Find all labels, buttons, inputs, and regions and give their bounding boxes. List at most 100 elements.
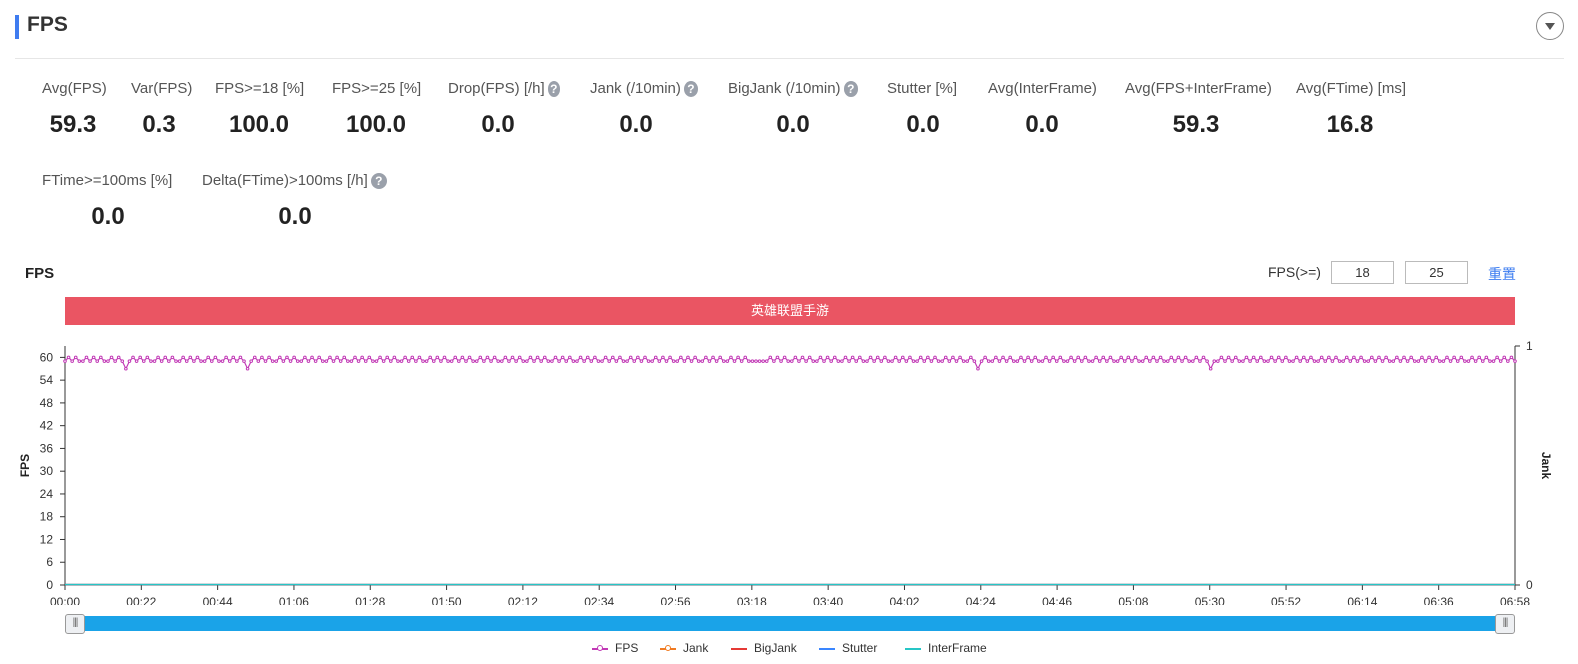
fps-data-point: [668, 355, 672, 360]
fps-data-point: [360, 355, 364, 360]
fps-data-point: [260, 355, 264, 360]
fps-data-point: [159, 359, 164, 363]
fps-data-point: [1319, 355, 1324, 360]
fps-threshold-2-input[interactable]: [1405, 261, 1468, 284]
fps-legend-icon: [592, 642, 608, 654]
fps-data-point: [1011, 359, 1016, 363]
fps-data-point: [825, 355, 830, 360]
collapse-toggle-icon[interactable]: [1536, 12, 1564, 40]
fps-data-point: [972, 359, 977, 363]
fps-data-point: [564, 359, 569, 363]
fps-data-point: [385, 355, 390, 360]
fps-data-point: [1248, 359, 1252, 363]
y-tick-label: 6: [46, 555, 53, 569]
fps-data-point: [1463, 359, 1467, 363]
metric-avg-interframe: Avg(InterFrame) 0.0: [988, 80, 1097, 139]
x-tick-label: 04:02: [889, 595, 919, 605]
metric-ftime-gte-100ms: FTime>=100ms [%] 0.0: [42, 172, 174, 231]
fps-data-point: [116, 355, 121, 360]
legend-item-bigjank[interactable]: BigJank: [731, 640, 797, 656]
fps-data-point: [1226, 355, 1231, 360]
fps-data-point: [1488, 359, 1492, 363]
fps-data-point: [224, 355, 228, 360]
fps-data-point: [729, 355, 733, 360]
fps-data-point: [1284, 355, 1288, 360]
fps-data-point: [1019, 355, 1023, 360]
x-tick-label: 02:56: [661, 595, 691, 605]
fps-line-chart[interactable]: 0 6 12 18 24 30 36 42 48 54 60 0 1 00:00 00:22 00:44 01:…: [0, 335, 1578, 605]
help-icon[interactable]: ?: [843, 80, 858, 97]
time-range-slider[interactable]: [65, 616, 1515, 631]
fps-data-point: [1495, 355, 1499, 360]
fps-data-point: [958, 355, 962, 360]
fps-data-point: [467, 355, 472, 360]
fps-data-point: [582, 359, 586, 363]
fps-data-point: [435, 355, 440, 360]
slider-end-handle[interactable]: [1495, 614, 1515, 634]
fps-data-point: [1427, 355, 1431, 360]
help-icon[interactable]: ?: [370, 172, 387, 189]
fps-data-point: [63, 359, 67, 363]
fps-data-point: [900, 355, 905, 360]
metric-value: 100.0: [228, 111, 290, 138]
fps-data-point: [81, 359, 85, 363]
fps-data-point: [328, 355, 332, 360]
fps-data-point: [979, 359, 984, 363]
fps-data-point: [245, 366, 250, 371]
fps-data-point: [636, 355, 640, 360]
fps-data-point: [102, 359, 107, 363]
fps-data-point: [1448, 359, 1453, 363]
panel-header: FPS: [0, 0, 1578, 58]
fps-data-point: [1047, 359, 1052, 363]
fps-data-point: [1330, 359, 1335, 363]
x-tick-label: 01:06: [279, 595, 309, 605]
fps-data-point: [557, 359, 561, 363]
fps-data-point: [431, 359, 436, 363]
fps-data-point: [263, 359, 268, 363]
fps-data-point: [578, 355, 583, 360]
y-tick-label: 18: [40, 510, 54, 524]
fps-data-point: [1395, 355, 1399, 360]
fps-data-point: [786, 359, 791, 363]
metric-value: 16.8: [1326, 111, 1374, 138]
y-tick-label: 54: [40, 373, 54, 387]
fps-data-point: [1108, 355, 1113, 360]
fps-data-point: [1033, 355, 1038, 360]
fps-data-point: [1269, 355, 1274, 360]
fps-data-point: [213, 355, 218, 360]
legend-item-interframe[interactable]: InterFrame: [905, 640, 987, 656]
fps-data-point: [267, 355, 271, 360]
help-icon[interactable]: ?: [683, 80, 698, 97]
fps-data-point: [890, 359, 894, 363]
fps-series-line: [64, 356, 1516, 371]
fps-data-point: [757, 359, 762, 363]
fps-data-point: [1491, 359, 1496, 363]
fps-data-point: [528, 355, 533, 360]
reset-link[interactable]: 重置: [1488, 266, 1516, 282]
help-icon[interactable]: ?: [547, 80, 560, 97]
fps-data-point: [482, 359, 486, 363]
fps-data-point: [238, 355, 243, 360]
fps-data-point: [1223, 359, 1227, 363]
fps-data-point: [91, 355, 96, 360]
legend-item-stutter[interactable]: Stutter: [819, 640, 877, 656]
fps-data-point: [986, 359, 991, 363]
fps-threshold-1-input[interactable]: [1331, 261, 1394, 284]
fps-data-point: [202, 359, 207, 363]
metric-fps-gte-18: FPS>=18 [%] 100.0: [215, 80, 304, 139]
fps-data-point: [550, 359, 554, 363]
legend-item-fps[interactable]: FPS: [592, 640, 638, 656]
fps-data-point: [646, 359, 651, 363]
fps-data-point: [285, 355, 289, 360]
legend-item-jank[interactable]: Jank: [660, 640, 708, 656]
fps-data-point: [1255, 359, 1260, 363]
fps-data-point: [779, 359, 783, 363]
fps-data-point: [217, 359, 221, 363]
fps-data-point: [1069, 355, 1073, 360]
fps-data-point: [1241, 359, 1245, 363]
slider-start-handle[interactable]: [65, 614, 85, 634]
metric-value: 0.0: [91, 203, 125, 230]
fps-data-point: [575, 359, 579, 363]
x-tick-label: 02:34: [584, 595, 614, 605]
fps-data-point: [1337, 359, 1342, 363]
